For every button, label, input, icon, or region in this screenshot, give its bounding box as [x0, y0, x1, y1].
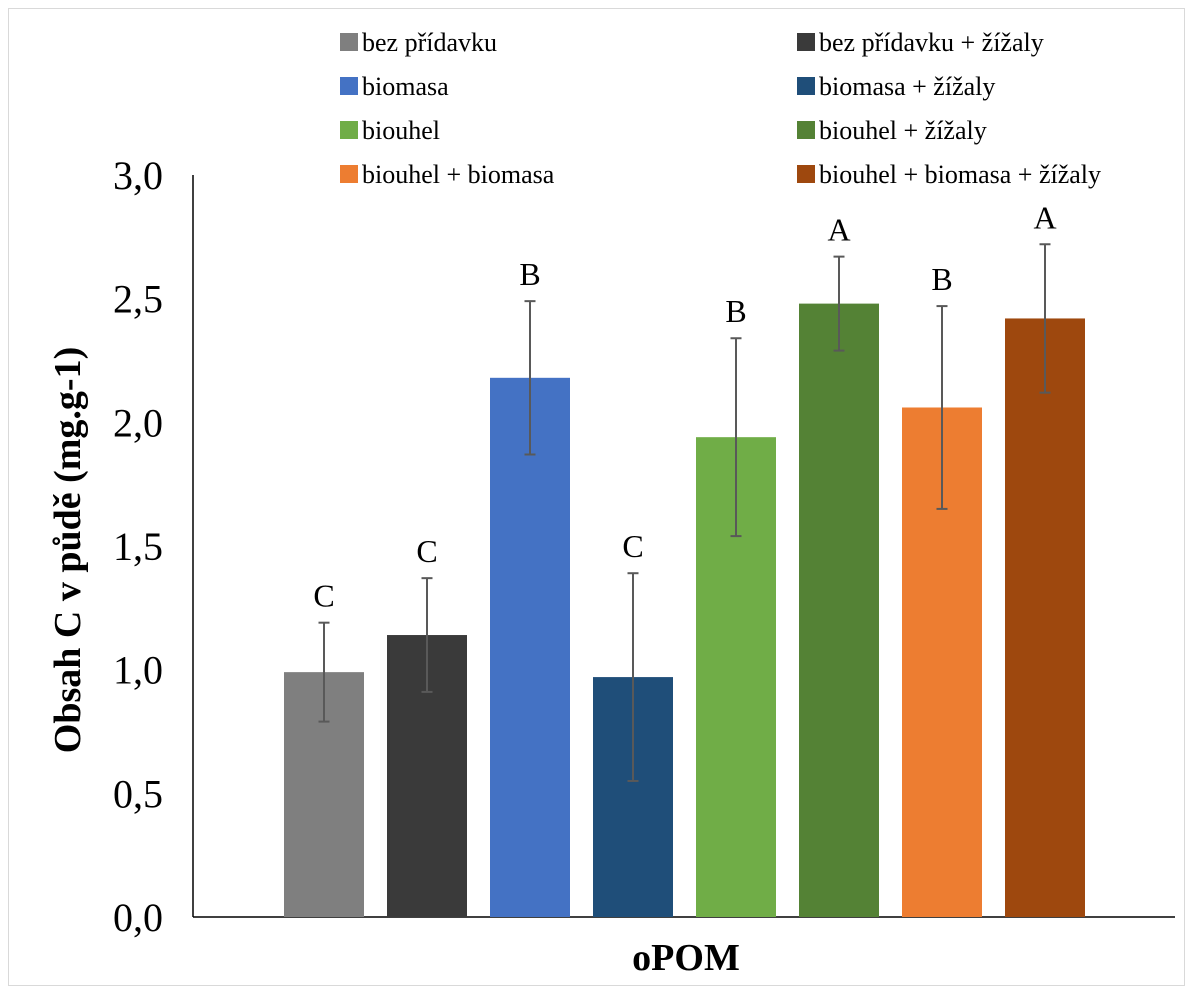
legend-swatch [340, 33, 358, 51]
axes: 0,0 0,5 1,0 1,5 2,0 2,5 3,0 [113, 153, 1175, 940]
y-tick-label: 3,0 [113, 153, 163, 198]
y-axis-title: Obsah C v půdě (mg.g-1) [47, 347, 89, 753]
legend-label: biouhel + biomasa + žížaly [819, 160, 1101, 189]
significance-labels: C C B C B A B A [313, 199, 1056, 613]
legend-swatch [797, 121, 815, 139]
significance-label: B [931, 261, 952, 297]
bar [490, 377, 570, 917]
y-tick-label: 0,0 [113, 895, 163, 940]
legend-label: bez přídavku [362, 28, 497, 57]
bar [799, 303, 879, 917]
y-tick-label: 1,5 [113, 524, 163, 569]
legend-swatch [340, 77, 358, 95]
significance-label: B [519, 256, 540, 292]
legend-label: biouhel + biomasa [362, 160, 555, 189]
chart-frame [8, 8, 1185, 986]
significance-label: C [416, 533, 437, 569]
y-tick-label: 0,5 [113, 771, 163, 816]
significance-label: A [827, 212, 850, 248]
legend: bez přídavku bez přídavku + žížaly biomasa… [340, 28, 1101, 189]
significance-label: A [1033, 199, 1056, 235]
significance-label: B [725, 293, 746, 329]
y-tick-label: 2,5 [113, 277, 163, 322]
legend-label: biomasa + žížaly [819, 72, 995, 101]
legend-swatch [797, 33, 815, 51]
legend-swatch [797, 77, 815, 95]
error-bars [318, 243, 1051, 782]
significance-label: C [622, 528, 643, 564]
legend-label: biouhel [362, 116, 440, 145]
significance-label: C [313, 578, 334, 614]
legend-swatch [797, 165, 815, 183]
legend-swatch [340, 121, 358, 139]
y-tick-label: 2,0 [113, 400, 163, 445]
x-axis-title: oPOM [632, 937, 740, 979]
legend-label: biomasa [362, 72, 449, 101]
y-tick-label: 1,0 [113, 648, 163, 693]
legend-swatch [340, 165, 358, 183]
bars [284, 303, 1085, 917]
bar [1005, 318, 1085, 917]
legend-label: bez přídavku + žížaly [819, 28, 1044, 57]
legend-label: biouhel + žížaly [819, 116, 987, 145]
